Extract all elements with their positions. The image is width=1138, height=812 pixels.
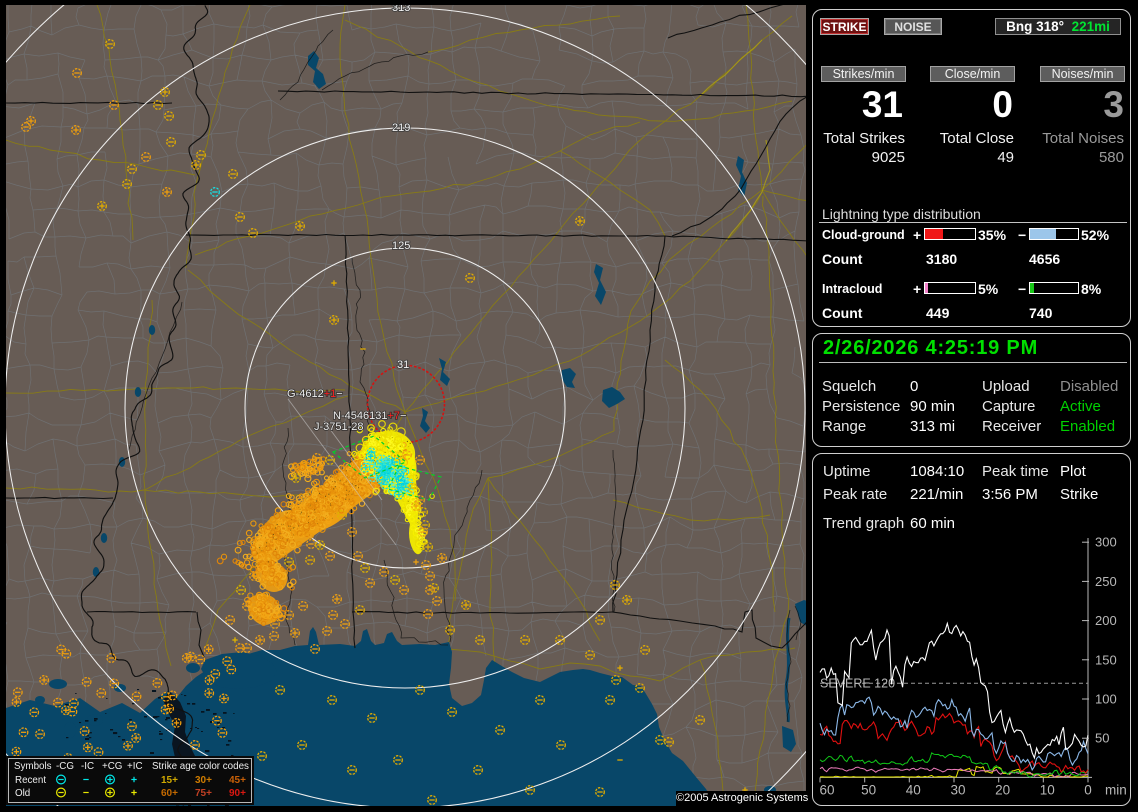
svg-text:-IC: -IC bbox=[81, 761, 94, 772]
svg-text:45+: 45+ bbox=[229, 775, 246, 786]
svg-text:-CG: -CG bbox=[56, 761, 74, 772]
svg-text:90+: 90+ bbox=[229, 788, 246, 799]
svg-text:N-4546131+7−: N-4546131+7− bbox=[333, 410, 406, 422]
svg-text:G-4612+1−: G-4612+1− bbox=[287, 388, 343, 400]
svg-text:31: 31 bbox=[397, 359, 409, 371]
svg-text:+IC: +IC bbox=[127, 761, 143, 772]
svg-text:Symbols: Symbols bbox=[14, 761, 52, 772]
svg-text:125: 125 bbox=[392, 240, 410, 252]
svg-text:Recent: Recent bbox=[15, 775, 46, 786]
svg-text:15+: 15+ bbox=[161, 775, 178, 786]
svg-text:Strike age color codes: Strike age color codes bbox=[152, 761, 249, 772]
svg-text:313: 313 bbox=[392, 2, 410, 14]
svg-text:60+: 60+ bbox=[161, 788, 178, 799]
svg-text:30+: 30+ bbox=[195, 775, 212, 786]
svg-text:+CG: +CG bbox=[102, 761, 122, 772]
svg-text:219: 219 bbox=[392, 122, 410, 134]
svg-text:75+: 75+ bbox=[195, 788, 212, 799]
svg-text:Old: Old bbox=[15, 788, 30, 799]
svg-text:J-3751-28: J-3751-28 bbox=[314, 421, 364, 433]
